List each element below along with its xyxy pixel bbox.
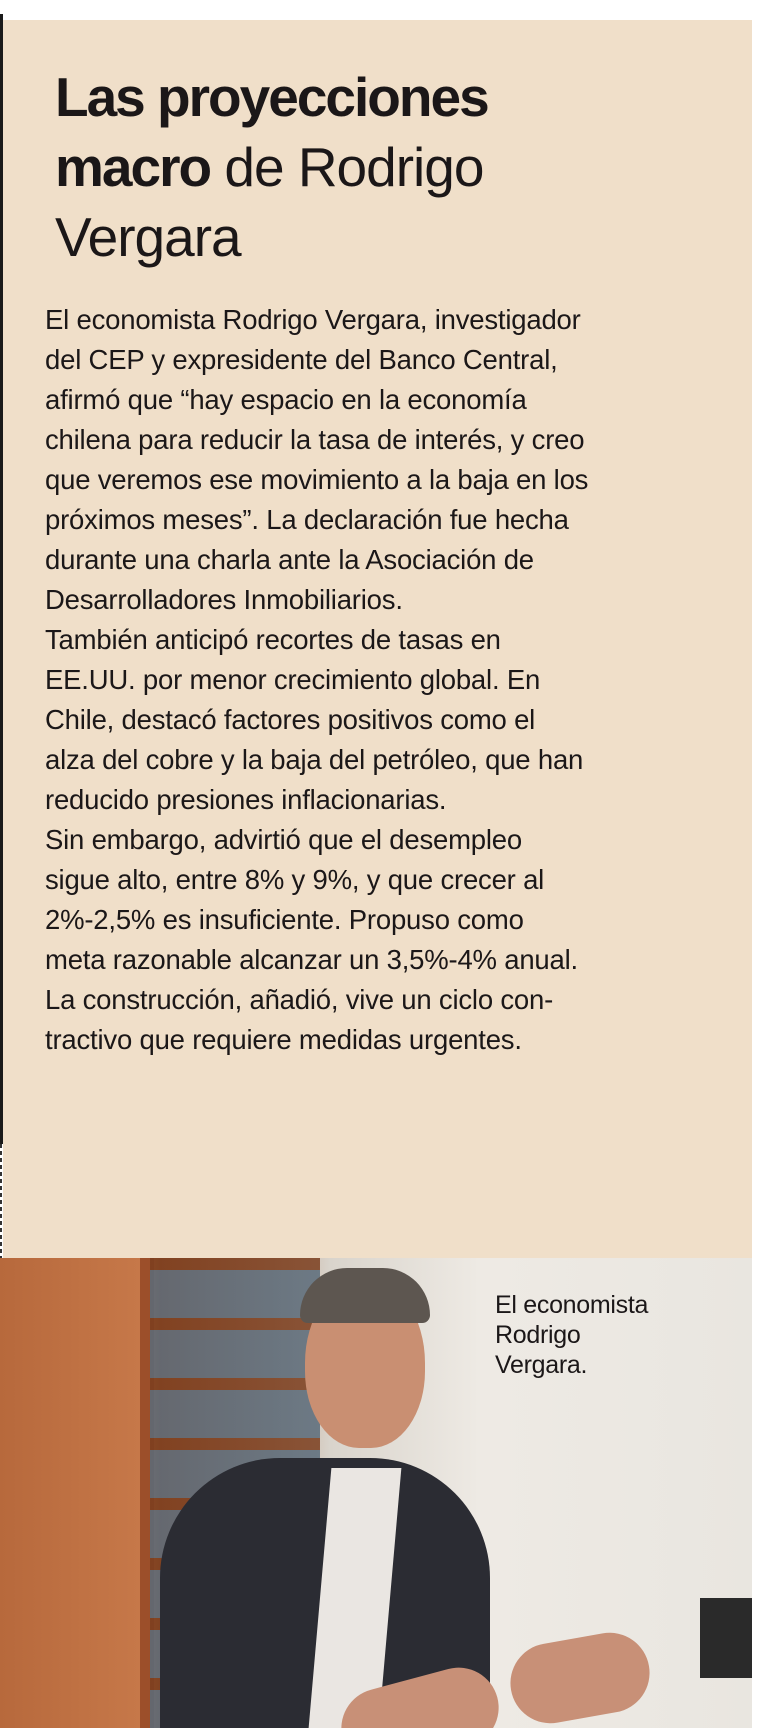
left-rule [0, 14, 3, 1144]
headline-bold-line1: Las proyecciones [55, 66, 490, 128]
article-body: El economista Rodrigo Vergara, investiga… [45, 300, 745, 1060]
person-hair [300, 1268, 430, 1323]
paragraph-line: durante una charla ante la Asociación de [45, 544, 534, 575]
headline-bold-line2: macro [55, 136, 212, 198]
paragraph-line: EE.UU. por menor crecimiento global. En [45, 664, 541, 695]
caption-line: Rodrigo [495, 1321, 581, 1349]
paragraph: También anticipó recortes de tasas en EE.… [45, 620, 745, 820]
article-box [3, 20, 752, 1258]
paragraph-line: reducido presiones inflacionarias. [45, 784, 447, 815]
paragraph-line: 2%-2,5% es insuficiente. Propuso como [45, 904, 524, 935]
person-hand-right [504, 1626, 656, 1728]
caption-line: El economista [495, 1291, 649, 1319]
paragraph-line: próximos meses”. La declaración fue hech… [45, 504, 569, 535]
paragraph-line: afirmó que “hay espacio en la economía [45, 384, 527, 415]
paragraph-line: alza del cobre y la baja del petróleo, q… [45, 744, 584, 775]
photo-rodrigo-vergara [0, 1258, 752, 1728]
headline-regular-line3: Vergara [55, 206, 242, 268]
headline: Las proyecciones macro de Rodrigo Vergar… [55, 62, 490, 272]
paragraph-line: que veremos ese movimiento a la baja en … [45, 464, 589, 495]
caption-line: Vergara. [495, 1351, 588, 1379]
headline-regular-line2: de Rodrigo [224, 136, 484, 198]
paragraph-line: Sin embargo, advirtió que el desempleo [45, 824, 522, 855]
paragraph-line: sigue alto, entre 8% y 9%, y que crecer … [45, 864, 545, 895]
paragraph-line: Desarrolladores Inmobiliarios. [45, 584, 403, 615]
paragraph-line: chilena para reducir la tasa de interés,… [45, 424, 585, 455]
paragraph-line: meta razonable alcanzar un 3,5%-4% anual… [45, 944, 578, 975]
paragraph-line: del CEP y expresidente del Banco Central… [45, 344, 558, 375]
paragraph-line: La construcción, añadió, vive un ciclo c… [45, 984, 554, 1015]
paragraph-line: También anticipó recortes de tasas en [45, 624, 501, 655]
photo-caption: El economista Rodrigo Vergara. [495, 1290, 648, 1380]
paragraph-line: Chile, destacó factores positivos como e… [45, 704, 536, 735]
monitor [700, 1598, 752, 1678]
paragraph: El economista Rodrigo Vergara, investiga… [45, 300, 745, 620]
paragraph-line: El economista Rodrigo Vergara, investiga… [45, 304, 581, 335]
paragraph: Sin embargo, advirtió que el desempleo si… [45, 820, 745, 1060]
paragraph-line: tractivo que requiere medidas urgentes. [45, 1024, 522, 1055]
